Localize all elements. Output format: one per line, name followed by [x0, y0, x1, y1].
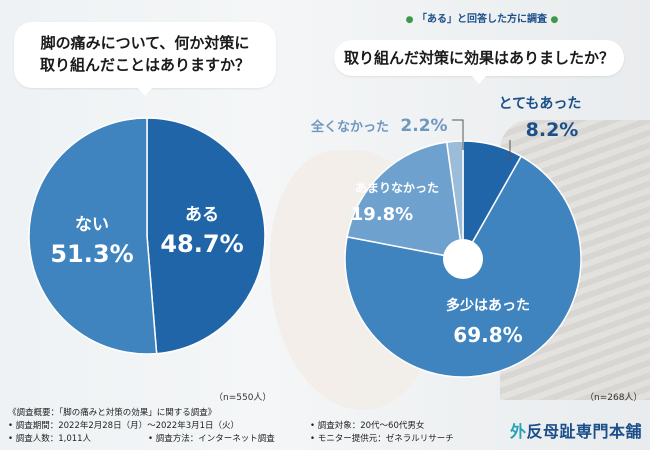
- pie-1-label-0: ある: [185, 205, 219, 225]
- survey-target: • 調査対象：20代～60代男女: [310, 421, 425, 431]
- survey-overview: 《調査概要：「脚の痛みと対策の効果」に関する調査》 • 調査期間：2022年2月…: [8, 407, 454, 446]
- leader-line-3: [452, 119, 464, 150]
- pie-1-label-1: ない: [75, 215, 109, 235]
- dot-icon: ●: [550, 15, 559, 25]
- question-1-line-2: 取り組んだことはありますか？: [39, 56, 250, 74]
- survey-period: • 調査期間：2022年2月28日（月）～2022年3月1日（火）: [8, 421, 240, 431]
- survey-note: ● 「ある」と回答した方に調査 ●: [382, 10, 582, 25]
- survey-provider: • モニター提供元：ゼネラルリサーチ: [310, 434, 454, 444]
- pie-2-label-1: 多少はあった: [446, 297, 530, 314]
- bubble-tail: [471, 75, 487, 84]
- pie-2-label-2: あまりなかった: [355, 181, 439, 195]
- pie-2-label-0: とてもあった: [499, 96, 582, 112]
- survey-col-2: • 調査対象：20代～60代男女 • モニター提供元：ゼネラルリサーチ: [310, 420, 510, 446]
- pie-2-label-3: 全くなかった: [310, 119, 389, 135]
- pie-1-slice-0: [146, 117, 266, 355]
- pie-2-value-2: 19.8%: [351, 204, 413, 225]
- chart-2-n-label: （n=268人）: [585, 393, 643, 403]
- question-1-bubble: 脚の痛みについて、何か対策に 取り組んだことはありますか？: [14, 22, 276, 96]
- pie-1-value-1: 51.3%: [50, 240, 133, 268]
- pie-2-slice-2: [346, 141, 464, 260]
- chart-1-n-label: （n=550人）: [214, 393, 272, 403]
- question-2-bubble: 取り組んだ対策に効果はありましたか？: [334, 40, 624, 84]
- pie-1-slice-1: [28, 117, 158, 355]
- pie-2-value-3: 2.2%: [400, 116, 447, 136]
- pie-1-value-0: 48.7%: [160, 230, 243, 258]
- bubble-tail: [137, 87, 153, 96]
- brand-logo: 外反母趾専門本舗: [510, 418, 642, 442]
- pie-2-value-1: 69.8%: [453, 323, 522, 347]
- pie-2-center-hole: [443, 239, 483, 279]
- survey-note-text: 「ある」と回答した方に調査: [417, 14, 547, 25]
- dot-icon: ●: [405, 15, 414, 25]
- survey-count: • 調査人数：1,011人: [8, 434, 92, 444]
- question-2-text: 取り組んだ対策に効果はありましたか？: [343, 49, 614, 67]
- logo-text: 反母趾専門本舗: [526, 422, 643, 441]
- question-1-line-1: 脚の痛みについて、何か対策に: [40, 34, 250, 52]
- survey-method: • 調査方法：インターネット調査: [148, 434, 275, 444]
- survey-title: 《調査概要：「脚の痛みと対策の効果」に関する調査》: [8, 408, 217, 418]
- pie-2-value-0: 8.2%: [526, 119, 579, 141]
- logo-accent: 外: [510, 422, 527, 441]
